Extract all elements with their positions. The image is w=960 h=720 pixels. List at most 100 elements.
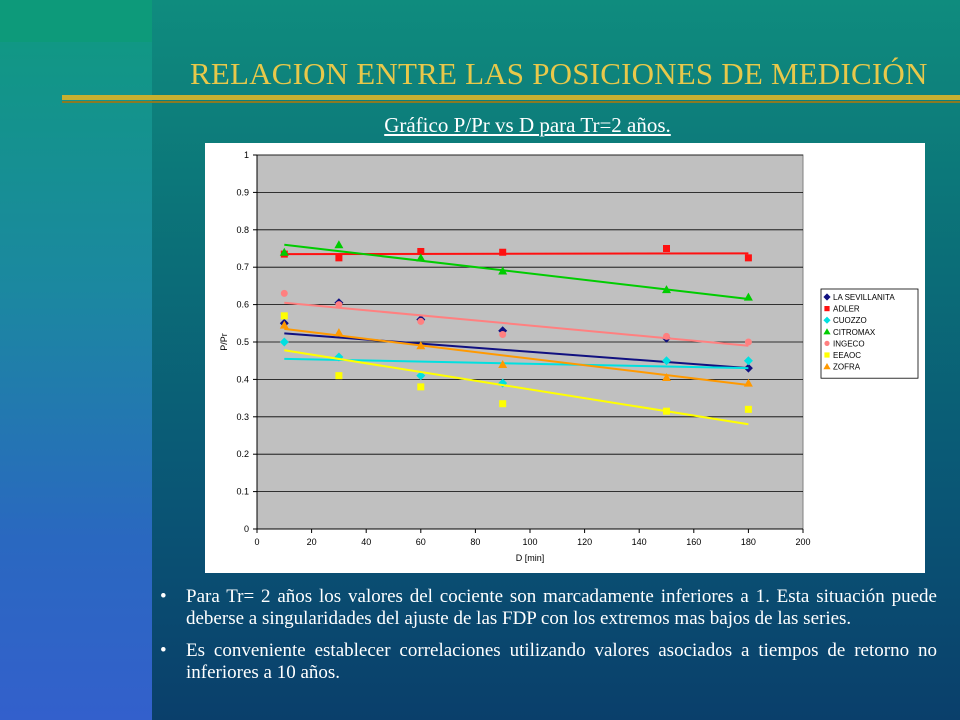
- data-point: [744, 338, 752, 346]
- bullet-text: Es conveniente establecer correlaciones …: [186, 640, 937, 683]
- data-point: [334, 328, 344, 337]
- data-point: [417, 383, 425, 391]
- y-tick-label: 0.6: [236, 300, 249, 310]
- data-point: [279, 247, 289, 256]
- slide-title: RELACION ENTRE LAS POSICIONES DE MEDICIÓ…: [190, 56, 928, 91]
- data-point: [279, 337, 289, 347]
- data-point: [335, 301, 343, 309]
- legend-marker: [823, 293, 831, 301]
- data-point: [662, 356, 671, 366]
- title-underline-shadow: [62, 101, 960, 103]
- data-point: [663, 245, 670, 252]
- bullet-item: • Es conveniente establecer correlacione…: [160, 640, 937, 684]
- legend-label: CUOZZO: [833, 316, 867, 325]
- data-point: [416, 253, 426, 262]
- bullet-dot: •: [160, 586, 167, 607]
- y-tick-label: 0.5: [236, 337, 249, 347]
- y-tick-label: 0.1: [236, 487, 249, 497]
- y-tick-label: 0.7: [236, 262, 249, 272]
- x-tick-label: 200: [795, 537, 810, 547]
- data-point: [744, 254, 752, 262]
- series-group: [280, 312, 752, 426]
- y-tick-label: 0.2: [236, 449, 249, 459]
- data-point: [743, 292, 753, 301]
- chart-svg: 0 0.1 0.2 0.3 0.4 0.5 0.6 0.7 0.8 0.9 1 0 20 40 60 80 10…: [219, 150, 919, 563]
- data-point: [416, 341, 426, 350]
- data-point: [743, 378, 753, 387]
- x-tick-label: 40: [361, 537, 371, 547]
- y-tick-label: 0: [244, 524, 249, 534]
- legend-label: EEAOC: [833, 351, 861, 360]
- data-point: [335, 372, 343, 380]
- y-tick-label: 0.3: [236, 412, 249, 422]
- x-tick-label: 0: [254, 537, 259, 547]
- trend-line: [284, 243, 749, 300]
- bullet-list: • Para Tr= 2 años los valores del cocien…: [160, 586, 937, 694]
- x-tick-label: 80: [470, 537, 480, 547]
- legend-label: INGECO: [833, 339, 865, 348]
- legend-box: [820, 288, 919, 379]
- data-point: [662, 285, 671, 294]
- y-tick-label: 0.8: [236, 225, 249, 235]
- y-axis-label: P/Pr: [219, 333, 229, 351]
- x-tick-label: 60: [416, 537, 426, 547]
- x-axis-label: D [min]: [516, 553, 545, 563]
- data-point: [280, 312, 288, 320]
- title-underline-rule: [62, 95, 960, 100]
- legend-marker: [823, 328, 831, 335]
- data-point: [744, 405, 752, 413]
- y-tick-label: 0.4: [236, 374, 249, 384]
- series-group: [279, 320, 753, 387]
- chart-subtitle-text: Gráfico P/Pr vs D para Tr=2 años.: [384, 113, 671, 137]
- trend-line: [284, 357, 749, 370]
- data-point: [499, 331, 507, 339]
- trend-line: [284, 349, 749, 426]
- data-point: [280, 289, 288, 297]
- y-tick-label: 0.9: [236, 187, 249, 197]
- series-group: [279, 337, 753, 388]
- legend-label: LA SEVILLANITA: [833, 293, 895, 302]
- legend-marker: [824, 352, 830, 358]
- x-tick-label: 160: [686, 537, 701, 547]
- trend-line: [284, 301, 749, 347]
- data-point: [335, 254, 343, 262]
- data-point: [663, 332, 670, 340]
- data-point: [279, 320, 289, 329]
- bullet-dot: •: [160, 640, 167, 661]
- x-tick-label: 100: [522, 537, 537, 547]
- left-color-bar: [0, 0, 152, 720]
- legend-label: CITROMAX: [833, 328, 876, 337]
- data-point: [498, 266, 508, 275]
- data-point: [499, 400, 507, 408]
- data-point: [417, 317, 425, 325]
- chart-legend: LA SEVILLANITA ADLER CUOZZO CITROMAX INGECO E…: [820, 288, 919, 379]
- legend-marker: [823, 316, 831, 324]
- x-tick-label: 180: [741, 537, 756, 547]
- data-point: [662, 373, 671, 382]
- bullet-text: Para Tr= 2 años los valores del cociente…: [186, 586, 937, 629]
- trend-line: [284, 327, 749, 387]
- chart-subtitle: Gráfico P/Pr vs D para Tr=2 años.: [0, 113, 960, 138]
- bullet-item: • Para Tr= 2 años los valores del cocien…: [160, 586, 937, 630]
- legend-marker: [823, 363, 831, 370]
- chart-container: 0 0.1 0.2 0.3 0.4 0.5 0.6 0.7 0.8 0.9 1 0 20 40 60 80 10…: [205, 143, 925, 573]
- series-group: [280, 289, 752, 347]
- x-tick-label: 120: [577, 537, 592, 547]
- x-tick-label: 140: [632, 537, 647, 547]
- legend-label: ADLER: [833, 305, 860, 314]
- left-bar-notch: [0, 0, 152, 42]
- legend-marker: [824, 306, 830, 312]
- data-point: [498, 359, 508, 368]
- y-tick-label: 1: [244, 150, 249, 160]
- data-point: [417, 247, 425, 255]
- legend-marker: [824, 340, 830, 346]
- x-tick-label: 20: [307, 537, 317, 547]
- data-point: [334, 240, 344, 249]
- data-point: [334, 352, 344, 362]
- data-point: [498, 378, 508, 388]
- data-point: [743, 356, 753, 366]
- legend-label: ZOFRA: [833, 363, 861, 372]
- data-point: [416, 371, 426, 381]
- data-point: [663, 407, 670, 415]
- data-point: [499, 248, 507, 256]
